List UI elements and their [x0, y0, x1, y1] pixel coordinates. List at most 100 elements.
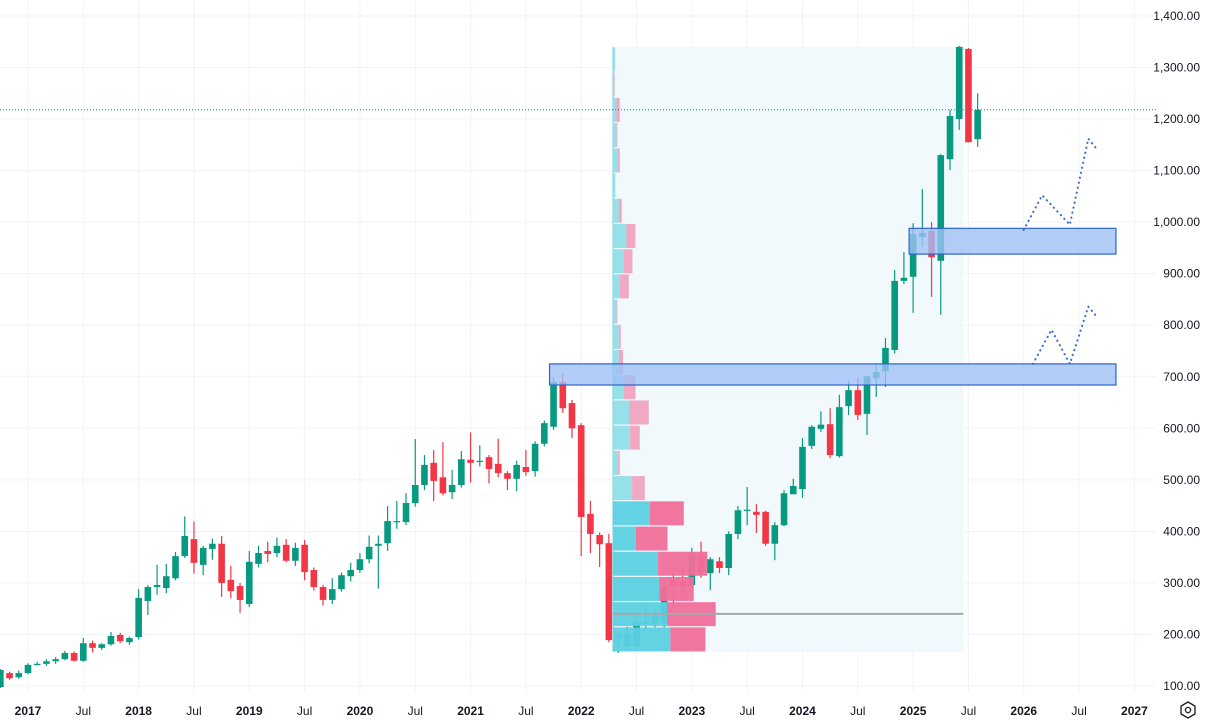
volume-profile-row-down: [626, 223, 636, 248]
candle-body: [494, 463, 502, 474]
zones[interactable]: [548, 227, 1117, 386]
candle-body: [568, 403, 576, 429]
candle-body: [52, 659, 59, 662]
candle-body: [393, 521, 401, 523]
price-axis[interactable]: 100.00 200.00 300.00 400.00 500.00 600.00 700.…: [1153, 9, 1200, 693]
candle: [144, 584, 152, 615]
candle-body: [80, 643, 87, 661]
volume-profile-row-up: [613, 97, 617, 122]
time-tick-label: Jul: [629, 704, 644, 718]
candle: [522, 449, 530, 476]
volume-profile-row-up: [613, 173, 616, 198]
candle-body: [725, 533, 733, 568]
candle: [955, 45, 963, 130]
volume-profile-row-up: [613, 375, 624, 400]
volume-profile-row-down: [629, 400, 649, 425]
candle: [172, 551, 179, 581]
candle-body: [716, 561, 723, 568]
candle: [458, 450, 465, 488]
candle: [126, 636, 133, 645]
candle-body: [264, 550, 272, 555]
candle: [780, 490, 788, 527]
candle-body: [402, 503, 410, 523]
time-tick-label: 2018: [125, 704, 152, 718]
volume-profile-row-down: [623, 375, 636, 400]
volume-profile-row-up: [613, 627, 671, 652]
candle-body: [153, 584, 161, 588]
candle-body: [577, 425, 585, 517]
candle: [98, 643, 106, 650]
candle: [448, 470, 456, 499]
price-tick-label: 600.00: [1163, 421, 1200, 435]
volume-profile-row-up: [613, 198, 619, 223]
candle-body: [310, 570, 318, 588]
candle: [375, 535, 382, 589]
projection-path-upper[interactable]: [1022, 136, 1099, 231]
candle-body: [854, 390, 862, 415]
volume-profile-row-down: [629, 425, 640, 450]
price-tick-label: 1,400.00: [1153, 9, 1200, 23]
hexagon-settings-icon: [1180, 701, 1196, 719]
candle-body: [826, 424, 834, 456]
candle: [836, 394, 843, 458]
candle-body: [292, 547, 299, 561]
candle-body: [541, 423, 548, 444]
projection-path-lower[interactable]: [1031, 304, 1099, 367]
candle: [61, 650, 69, 661]
candle: [245, 550, 253, 608]
candle-body: [209, 543, 216, 549]
plot-area[interactable]: [0, 45, 1156, 689]
volume-profile-row-up: [613, 123, 617, 148]
volume-profile-row-down: [618, 324, 621, 349]
candle-body: [439, 477, 447, 494]
candle: [190, 521, 198, 574]
candle-body: [421, 464, 428, 485]
chart-settings-button[interactable]: [1178, 700, 1198, 720]
volume-profile-row-down: [618, 350, 624, 375]
volume-profile-row-down: [618, 198, 622, 223]
candle-body: [458, 459, 465, 485]
candle-body: [89, 643, 96, 648]
candle-body: [753, 511, 760, 515]
time-tick-label: 2020: [347, 704, 374, 718]
candle-body: [836, 407, 843, 457]
candle-body: [743, 509, 751, 511]
time-tick-label: 2021: [457, 704, 484, 718]
volume-profile-row-down: [658, 551, 708, 576]
candle-body: [965, 48, 972, 143]
candle-body: [974, 109, 981, 140]
volume-profile-row-up: [613, 299, 617, 324]
candle: [789, 478, 797, 495]
time-axis[interactable]: 2017 Jul 2018 Jul 2019 Jul 2020 Jul 2021 Jul 2022 J…: [15, 704, 1148, 718]
volume-profile-row-down: [618, 450, 620, 475]
candle-body: [301, 544, 308, 573]
candle-body: [411, 484, 419, 504]
time-tick-label: 2024: [789, 704, 816, 718]
candle-body: [900, 277, 908, 281]
volume-profile-row-up: [613, 249, 624, 274]
candle-body: [937, 155, 945, 261]
candle: [513, 460, 520, 492]
candle: [255, 545, 262, 568]
candle: [605, 533, 613, 643]
candle: [716, 557, 723, 574]
support-zone-960[interactable]: [908, 227, 1117, 255]
volume-profile-row-down: [616, 123, 618, 148]
candle-body: [550, 381, 557, 427]
candle: [135, 589, 142, 640]
volume-profile: [612, 46, 964, 652]
candle: [116, 632, 124, 644]
candle-body: [808, 426, 815, 446]
volume-profile-range: [613, 46, 964, 652]
volume-profile-row-down: [632, 476, 645, 501]
candle-body: [365, 546, 373, 560]
projection-paths[interactable]: [1022, 136, 1099, 367]
candle: [965, 47, 972, 143]
volume-profile-row-up: [613, 476, 633, 501]
support-zone-700[interactable]: [548, 363, 1117, 386]
candle: [485, 455, 493, 484]
candle: [181, 516, 189, 559]
candle: [494, 438, 502, 478]
candle-body: [98, 644, 106, 648]
